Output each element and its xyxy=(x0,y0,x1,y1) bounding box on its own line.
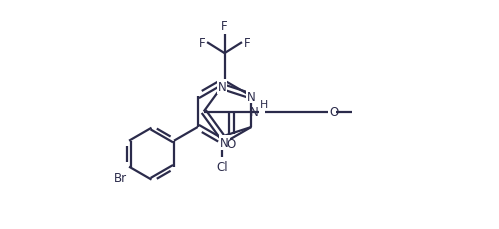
Text: H: H xyxy=(259,99,268,109)
Text: N: N xyxy=(220,136,229,149)
Text: Br: Br xyxy=(113,171,127,184)
Text: N: N xyxy=(218,81,226,94)
Text: O: O xyxy=(329,106,338,118)
Text: F: F xyxy=(199,36,205,49)
Text: N: N xyxy=(250,106,258,118)
Text: F: F xyxy=(244,36,250,49)
Text: Cl: Cl xyxy=(216,161,228,174)
Text: N: N xyxy=(247,90,255,103)
Text: O: O xyxy=(227,138,236,151)
Text: F: F xyxy=(221,20,228,33)
